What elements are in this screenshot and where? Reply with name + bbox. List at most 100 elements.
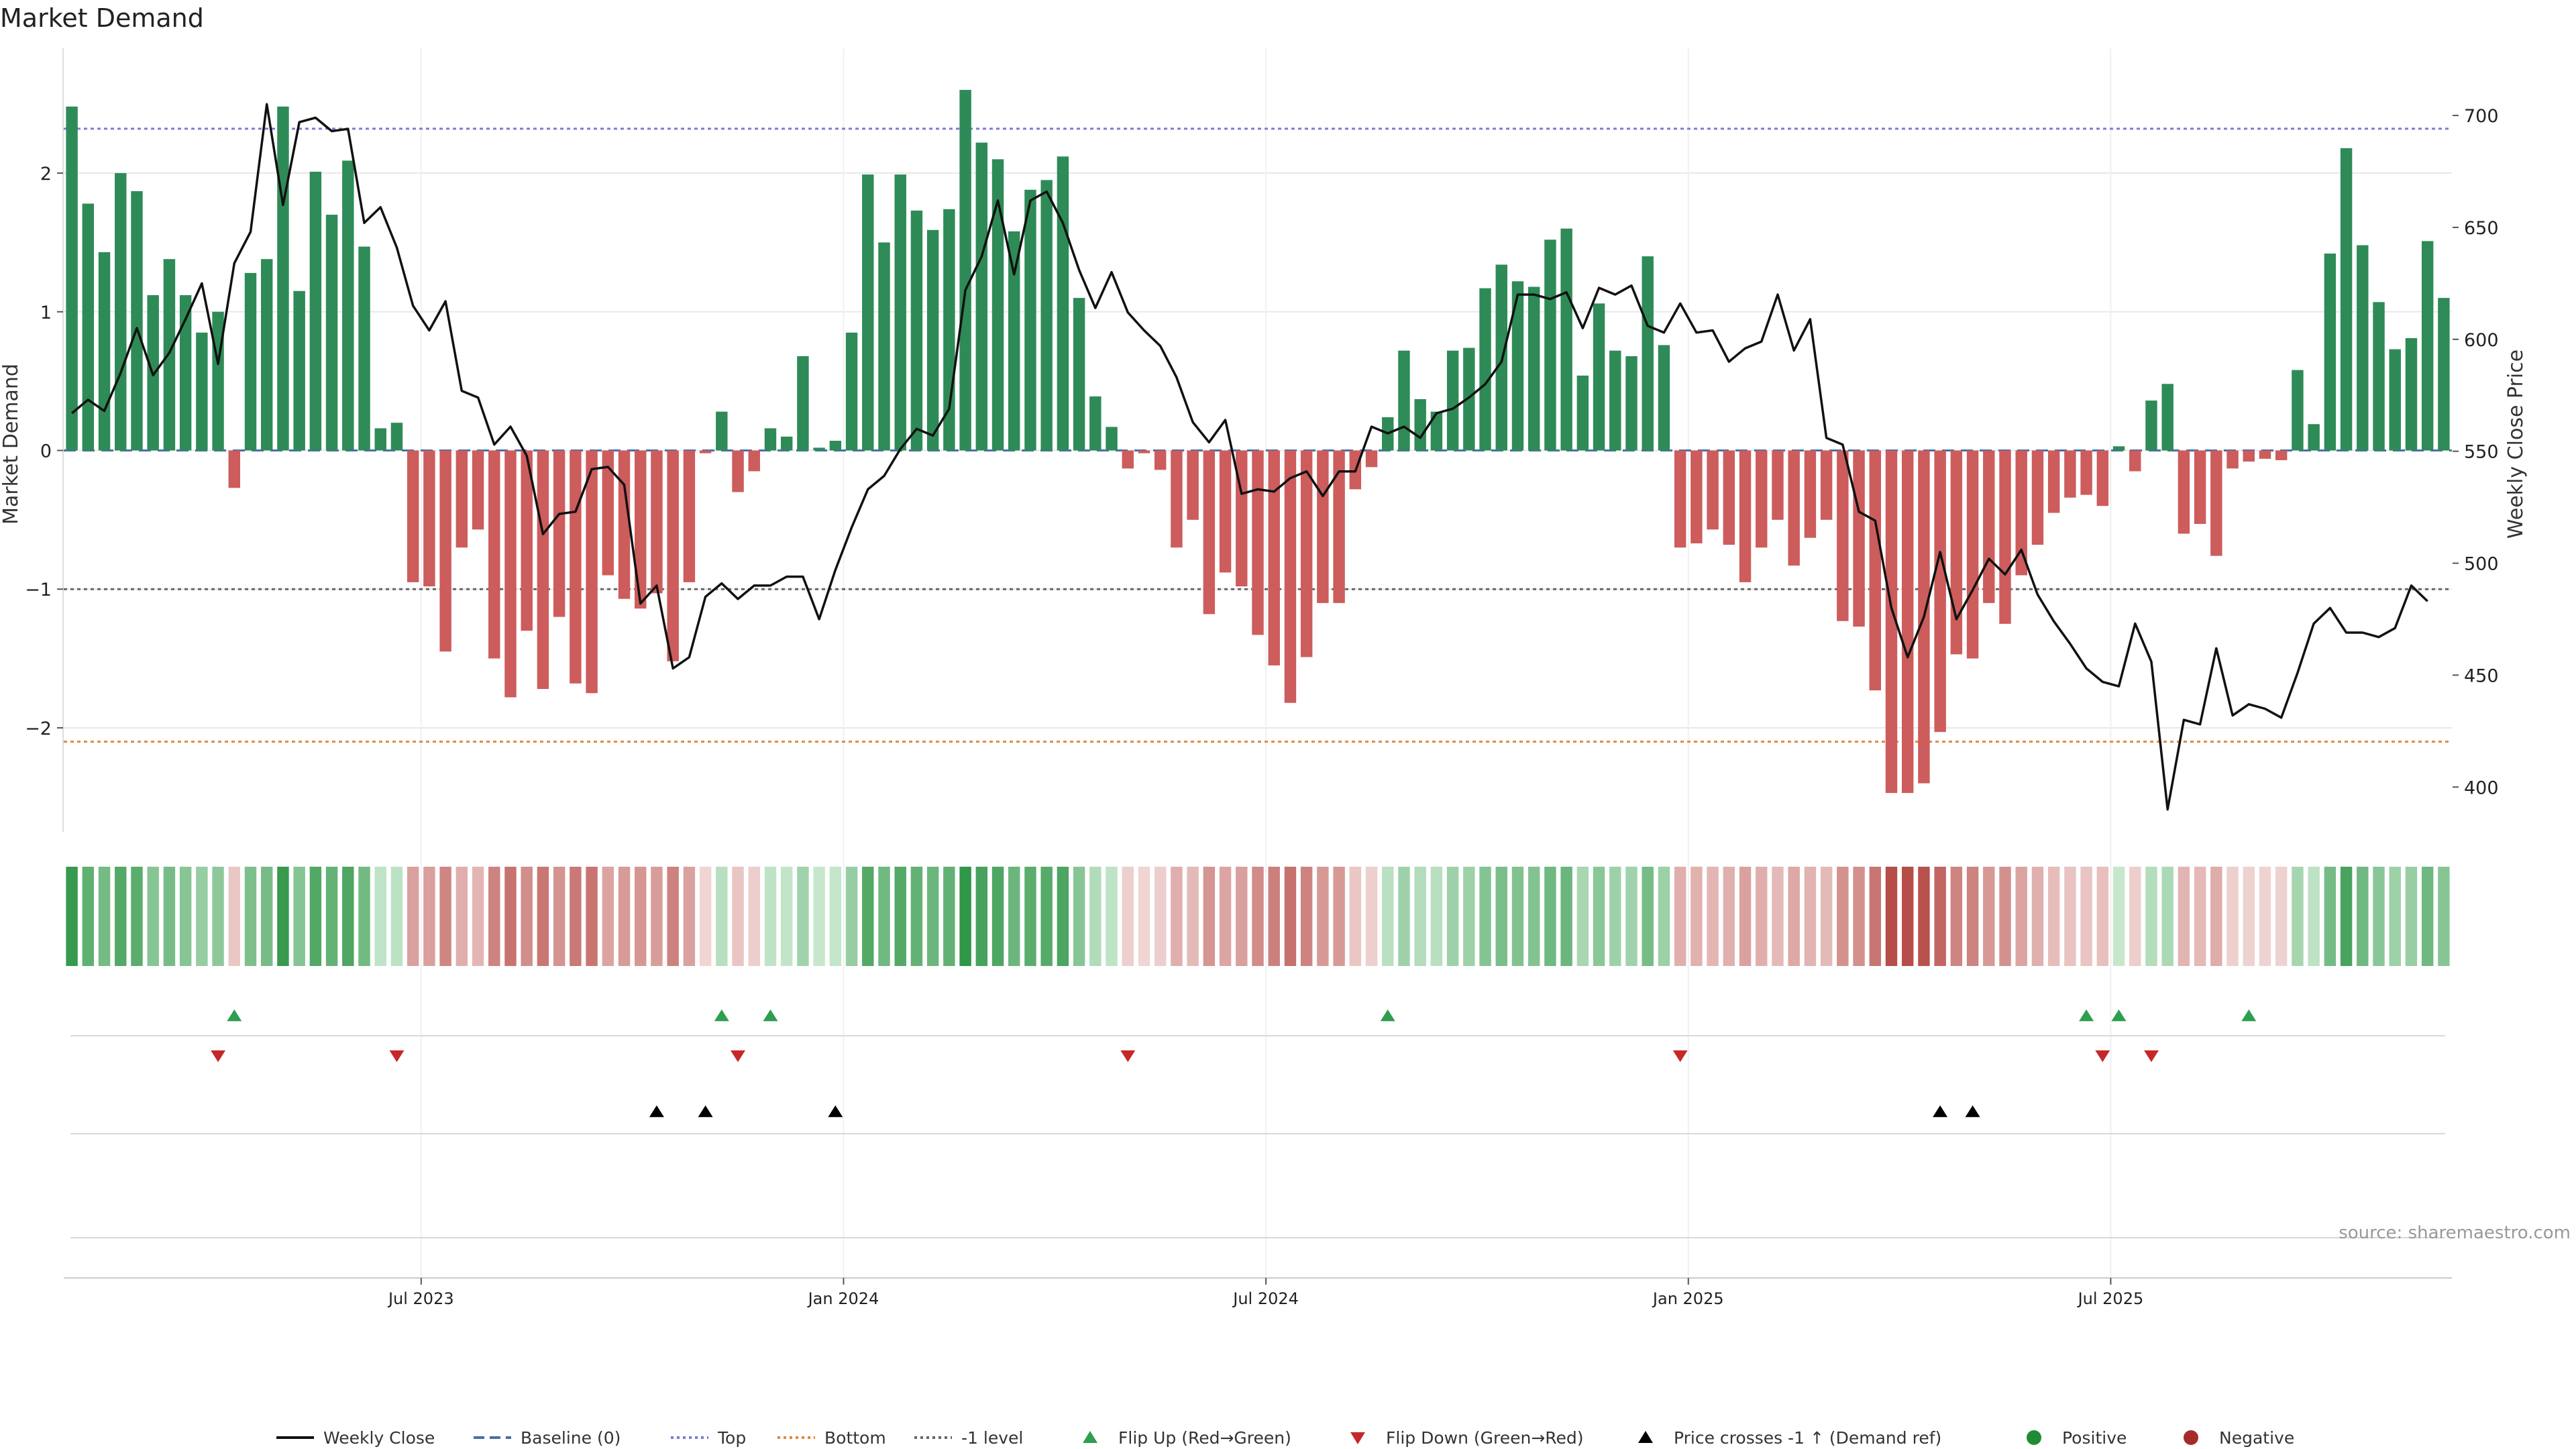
heat-cell — [862, 867, 874, 966]
heat-cell — [390, 867, 403, 966]
heat-cell — [179, 867, 192, 966]
heat-cell — [163, 867, 176, 966]
demand-bar — [504, 450, 517, 698]
heat-cell — [797, 867, 809, 966]
flip-up-marker — [2079, 1009, 2094, 1022]
demand-bar — [1024, 189, 1036, 451]
heat-cell — [244, 867, 257, 966]
x-tick-label: Jan 2025 — [1652, 1289, 1724, 1308]
heat-cell — [1690, 867, 1703, 966]
demand-bar — [635, 450, 647, 609]
demand-bar — [1300, 450, 1313, 657]
demand-bar — [910, 210, 923, 451]
heat-cell — [196, 867, 208, 966]
heat-cell — [813, 867, 825, 966]
demand-bar — [2226, 450, 2239, 469]
heat-cell — [2129, 867, 2141, 966]
demand-bars — [66, 90, 2450, 794]
flip-up-marker — [2111, 1009, 2127, 1022]
heat-cell — [2112, 867, 2125, 966]
demand-bar — [975, 142, 988, 451]
heat-cell — [293, 867, 305, 966]
legend-label: Baseline (0) — [521, 1428, 621, 1448]
heat-cell — [1560, 867, 1572, 966]
demand-bar — [1479, 288, 1491, 451]
heat-cell — [1138, 867, 1150, 966]
flip-down-marker — [1672, 1050, 1688, 1063]
demand-bar — [1983, 450, 1995, 603]
demand-bar — [1073, 298, 1085, 451]
demand-bar — [309, 171, 322, 451]
heat-cell — [1008, 867, 1020, 966]
heat-cell — [1252, 867, 1264, 966]
demand-bar — [1625, 356, 1638, 451]
demand-bar — [1527, 286, 1540, 451]
demand-bar — [455, 450, 468, 548]
heat-cell — [1154, 867, 1167, 966]
heat-cell — [1219, 867, 1232, 966]
heat-cell — [342, 867, 354, 966]
demand-bar — [1414, 399, 1426, 451]
demand-bar — [1463, 347, 1475, 451]
heat-cell — [1317, 867, 1329, 966]
heat-cell — [1024, 867, 1036, 966]
heat-cell — [277, 867, 289, 966]
left-tick-label: −2 — [25, 718, 52, 739]
demand-bar — [2178, 450, 2190, 534]
demand-bar — [1446, 350, 1459, 451]
demand-bar — [2243, 450, 2255, 462]
heat-cell — [1430, 867, 1443, 966]
heat-cell — [1106, 867, 1118, 966]
heat-cell — [2064, 867, 2076, 966]
heat-cell — [1934, 867, 1946, 966]
event-markers — [70, 1009, 2445, 1238]
legend-label: Flip Down (Green→Red) — [1386, 1428, 1584, 1448]
heat-cell — [975, 867, 988, 966]
flip-up-marker — [714, 1009, 729, 1022]
demand-bar — [959, 90, 971, 451]
flip-down-marker — [2144, 1050, 2159, 1063]
demand-bar — [1804, 450, 1817, 538]
demand-bar — [2340, 148, 2353, 451]
legend-label: Weekly Close — [323, 1428, 435, 1448]
heat-cell — [212, 867, 224, 966]
heat-cell — [2421, 867, 2434, 966]
heat-cell — [1446, 867, 1459, 966]
demand-bar — [1333, 450, 1345, 603]
heat-cell — [2096, 867, 2109, 966]
heat-cell — [926, 867, 939, 966]
demand-bar — [618, 450, 631, 599]
heat-cell — [1739, 867, 1752, 966]
heat-cell — [2373, 867, 2385, 966]
heat-cell — [1820, 867, 1833, 966]
heat-cell — [2226, 867, 2239, 966]
heat-cell — [586, 867, 598, 966]
heat-cell — [602, 867, 614, 966]
heat-cell — [2324, 867, 2337, 966]
demand-bar — [2357, 245, 2369, 451]
heat-cell — [2031, 867, 2044, 966]
heat-cell — [991, 867, 1004, 966]
demand-bar — [1674, 450, 1686, 548]
price-cross-marker — [1933, 1105, 1948, 1118]
demand-bar — [1690, 450, 1703, 544]
demand-bar — [244, 272, 257, 451]
flip-up-marker — [227, 1009, 242, 1022]
right-tick-label: 450 — [2464, 665, 2499, 686]
heat-cell — [1495, 867, 1507, 966]
heat-cell — [1918, 867, 1930, 966]
demand-bar — [537, 450, 549, 690]
heat-cell — [2340, 867, 2353, 966]
heat-cell — [1804, 867, 1817, 966]
demand-bar — [1837, 450, 1849, 621]
demand-bar — [1853, 450, 1865, 627]
demand-bar — [1544, 239, 1556, 451]
demand-bar — [829, 441, 842, 451]
y-axis-label-left: Market Demand — [0, 364, 23, 525]
demand-bar — [1966, 450, 1979, 659]
heat-cell — [1950, 867, 1963, 966]
demand-bar — [2161, 384, 2174, 451]
demand-bar — [1772, 450, 1784, 520]
demand-bar — [1756, 450, 1768, 548]
heat-cell — [910, 867, 923, 966]
